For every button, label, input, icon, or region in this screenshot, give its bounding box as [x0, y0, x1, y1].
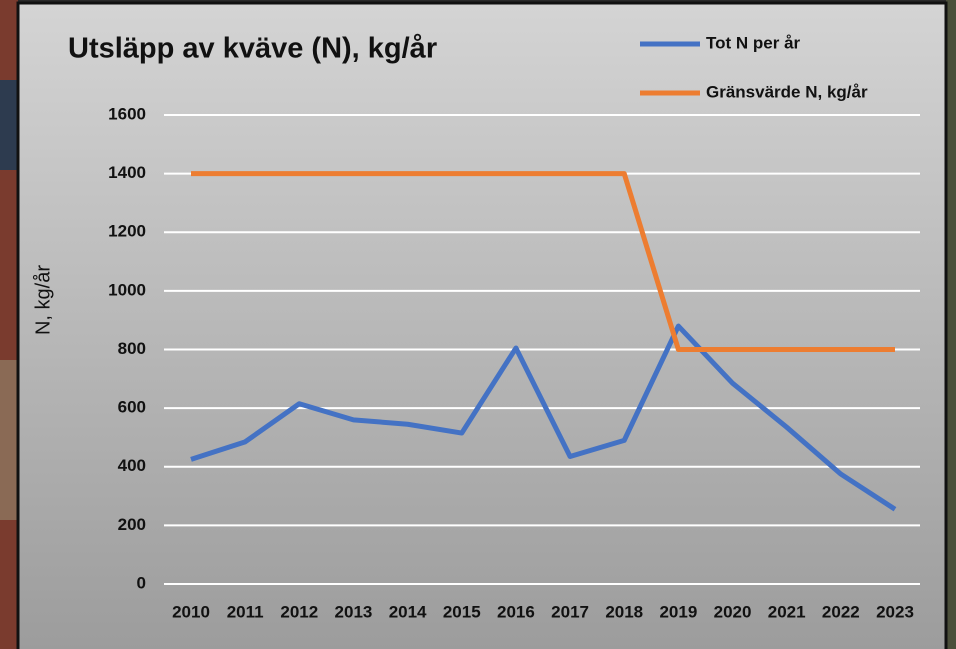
x-tick-label: 2020 [714, 602, 752, 621]
y-tick-label: 800 [118, 339, 146, 358]
x-tick-label: 2017 [551, 602, 589, 621]
y-tick-label: 1600 [108, 104, 146, 123]
y-tick-label: 600 [118, 398, 146, 417]
y-tick-label: 0 [137, 573, 146, 592]
background-photo [0, 80, 18, 170]
y-tick-label: 400 [118, 456, 146, 475]
x-tick-label: 2016 [497, 602, 535, 621]
background-photo [0, 360, 18, 520]
x-tick-label: 2023 [876, 602, 914, 621]
data-line [191, 171, 895, 352]
x-tick-label: 2014 [389, 602, 427, 621]
legend-label: Gränsvärde N, kg/år [706, 82, 868, 101]
legend-label: Tot N per år [706, 33, 801, 52]
x-tick-label: 2015 [443, 602, 481, 621]
y-tick-label: 1400 [108, 163, 146, 182]
x-tick-label: 2011 [227, 602, 264, 621]
y-tick-label: 1200 [108, 222, 146, 241]
data-line [190, 323, 897, 512]
chart-panel [16, 1, 948, 649]
x-tick-label: 2021 [768, 602, 806, 621]
chart-title: Utsläpp av kväve (N), kg/år [68, 33, 437, 65]
y-axis-label: N, kg/år [32, 265, 54, 335]
x-tick-label: 2022 [822, 602, 860, 621]
x-tick-label: 2019 [659, 602, 697, 621]
x-tick-label: 2012 [280, 602, 318, 621]
x-tick-label: 2018 [605, 602, 643, 621]
y-tick-label: 200 [118, 515, 146, 534]
x-tick-label: 2013 [335, 602, 373, 621]
background-photo [946, 0, 956, 649]
x-tick-label: 2010 [172, 602, 210, 621]
y-tick-label: 1000 [108, 280, 146, 299]
